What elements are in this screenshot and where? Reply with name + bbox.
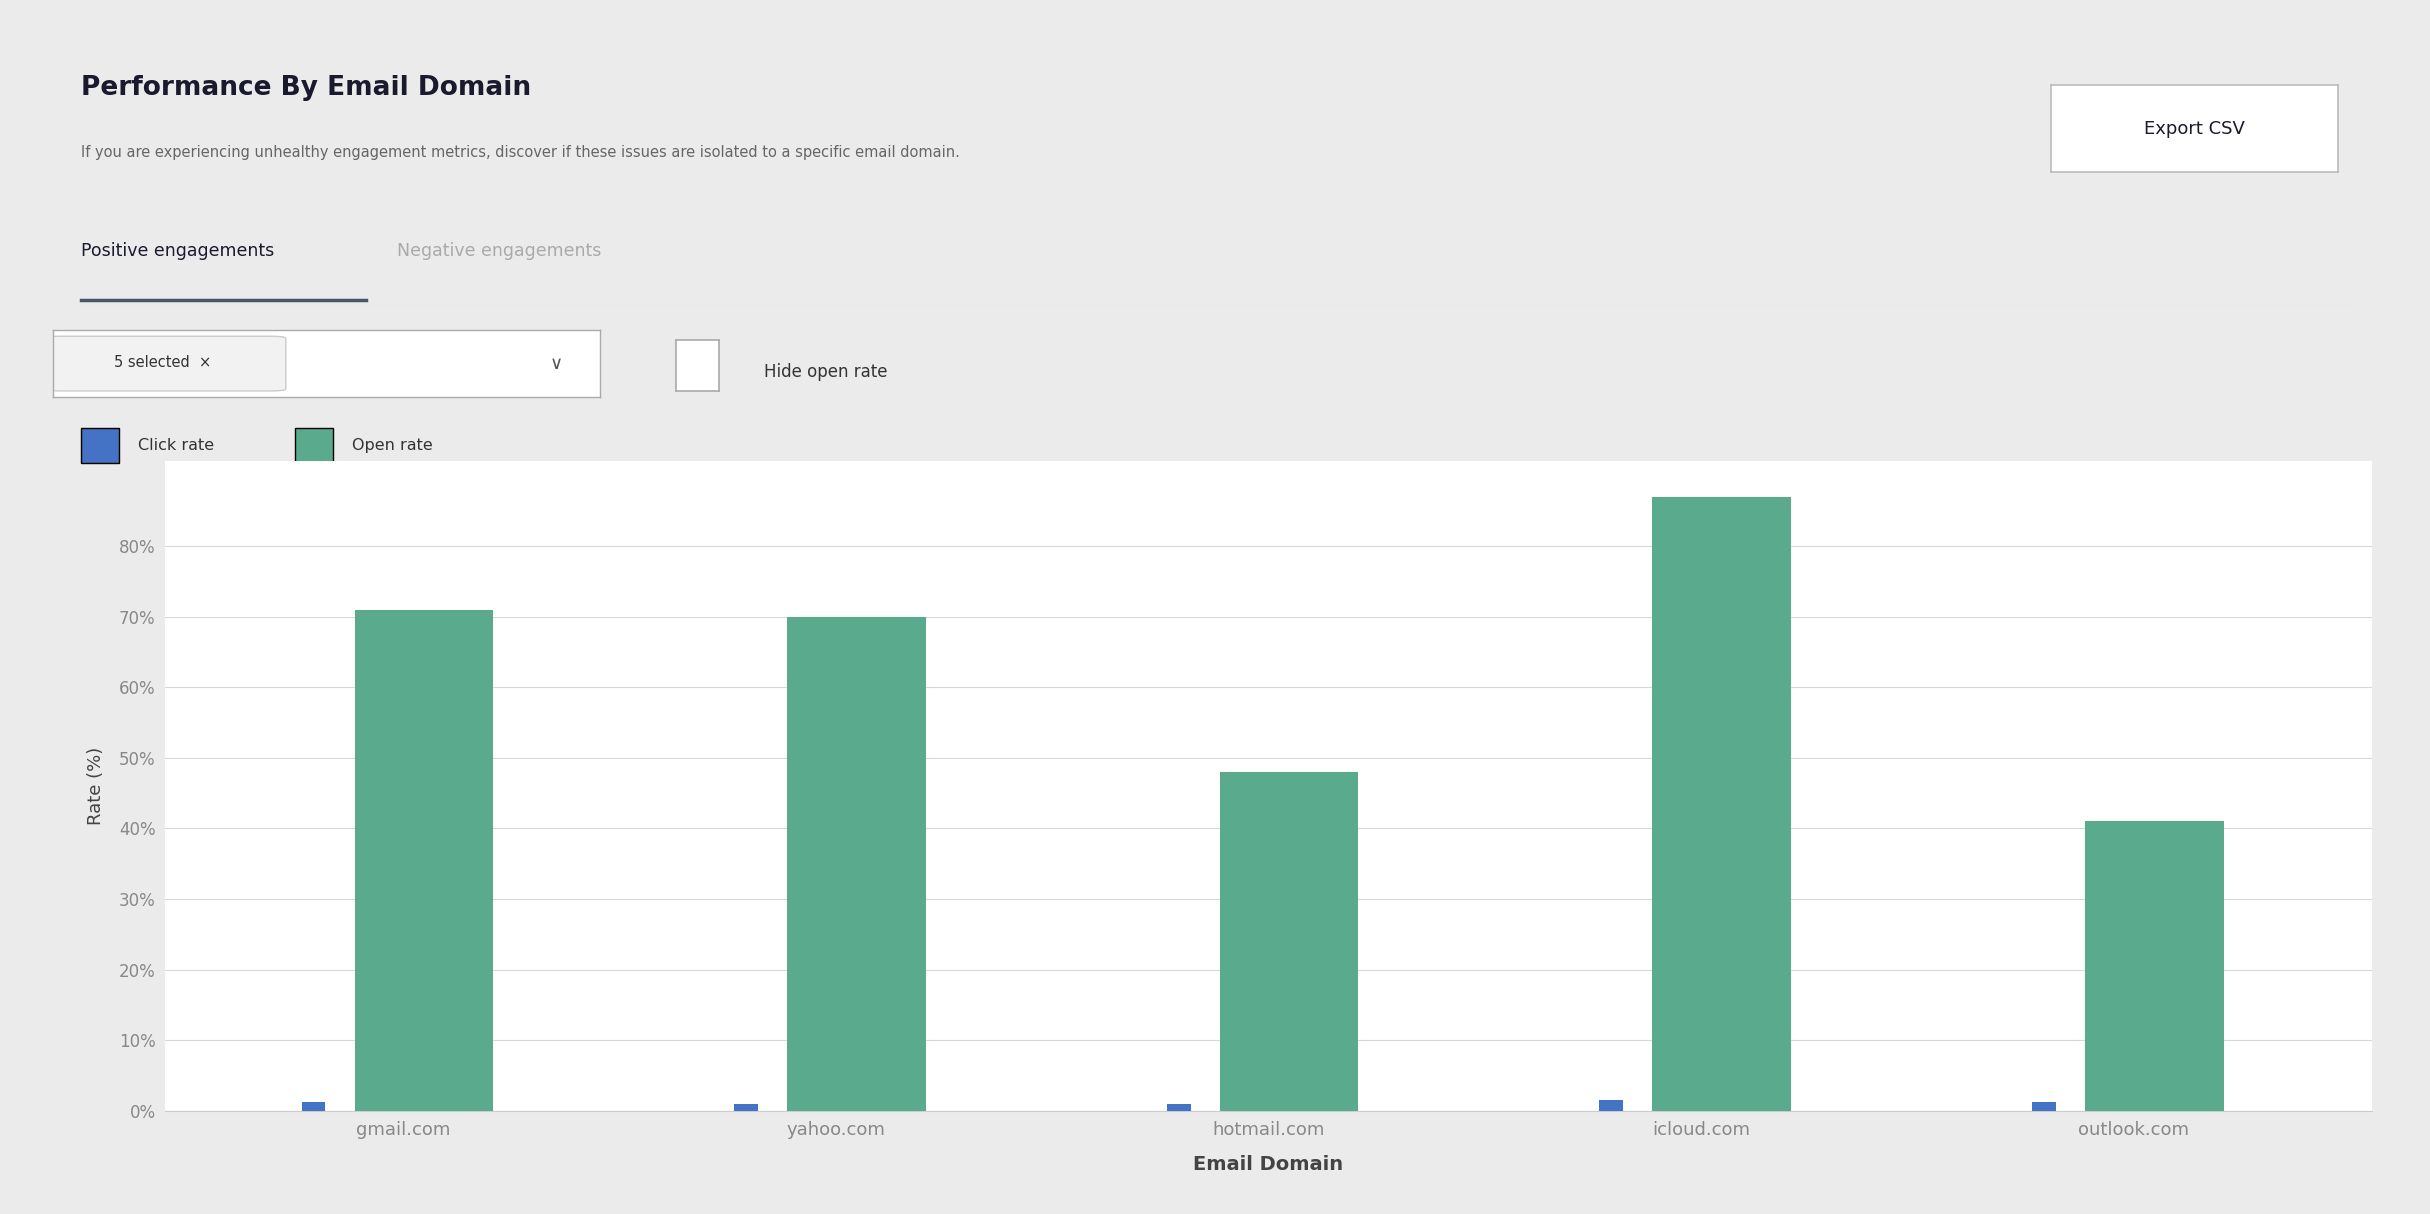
Bar <box>1652 497 1791 1111</box>
Bar <box>2085 822 2223 1111</box>
X-axis label: Email Domain: Email Domain <box>1193 1156 1344 1174</box>
Bar <box>1599 1100 1623 1111</box>
Bar <box>734 1104 758 1111</box>
Y-axis label: Rate (%): Rate (%) <box>87 747 104 826</box>
Bar <box>1220 772 1358 1111</box>
FancyBboxPatch shape <box>46 336 287 391</box>
Bar <box>1166 1104 1191 1111</box>
Text: If you are experiencing unhealthy engagement metrics, discover if these issues a: If you are experiencing unhealthy engage… <box>80 144 960 160</box>
Text: Positive engagements: Positive engagements <box>80 242 275 260</box>
Text: Export CSV: Export CSV <box>2143 120 2245 137</box>
FancyBboxPatch shape <box>80 429 119 463</box>
Bar <box>355 609 493 1111</box>
Text: Click rate: Click rate <box>139 438 214 453</box>
Bar <box>301 1102 326 1111</box>
Bar <box>787 617 926 1111</box>
Text: 5 selected  ×: 5 selected × <box>114 354 211 370</box>
Text: ∨: ∨ <box>549 354 564 373</box>
Text: Open rate: Open rate <box>352 438 433 453</box>
Text: Performance By Email Domain: Performance By Email Domain <box>80 74 532 101</box>
FancyBboxPatch shape <box>294 429 333 463</box>
Bar <box>2031 1102 2056 1111</box>
Text: Negative engagements: Negative engagements <box>396 242 600 260</box>
Text: Hide open rate: Hide open rate <box>765 363 887 381</box>
